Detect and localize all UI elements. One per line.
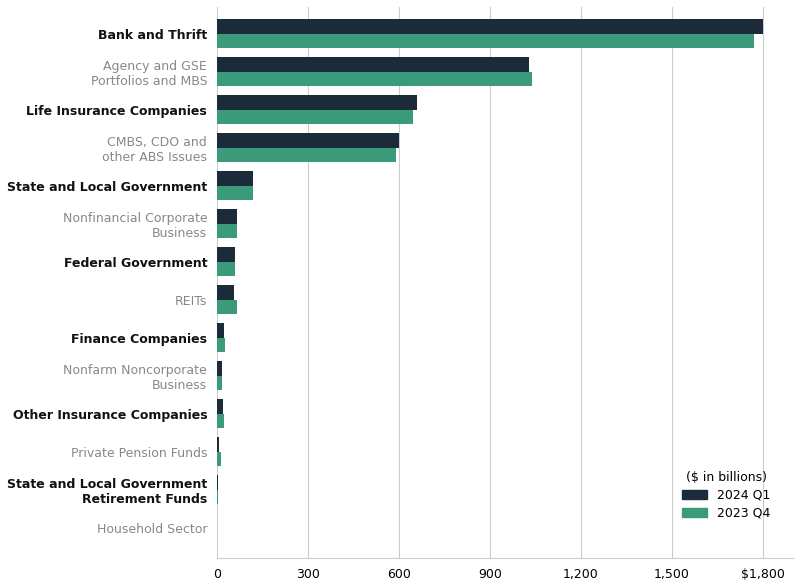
Legend: 2024 Q1, 2023 Q4: 2024 Q1, 2023 Q4 bbox=[677, 466, 775, 524]
Bar bbox=[217, 285, 234, 300]
Bar bbox=[217, 72, 532, 86]
Bar bbox=[217, 362, 222, 376]
Bar bbox=[217, 452, 222, 466]
Bar bbox=[217, 95, 417, 109]
Bar bbox=[217, 300, 237, 314]
Bar bbox=[217, 223, 237, 238]
Bar bbox=[217, 323, 225, 338]
Bar bbox=[217, 148, 396, 162]
Bar bbox=[217, 338, 225, 352]
Bar bbox=[217, 133, 399, 148]
Bar bbox=[217, 248, 235, 262]
Bar bbox=[217, 109, 413, 124]
Bar bbox=[217, 171, 254, 186]
Bar bbox=[217, 437, 219, 452]
Bar bbox=[217, 19, 762, 34]
Bar bbox=[217, 57, 530, 72]
Bar bbox=[217, 399, 223, 414]
Bar bbox=[217, 376, 222, 390]
Bar bbox=[217, 186, 254, 200]
Bar bbox=[217, 209, 237, 223]
Bar bbox=[217, 262, 234, 276]
Bar bbox=[217, 414, 223, 428]
Bar bbox=[217, 34, 754, 48]
